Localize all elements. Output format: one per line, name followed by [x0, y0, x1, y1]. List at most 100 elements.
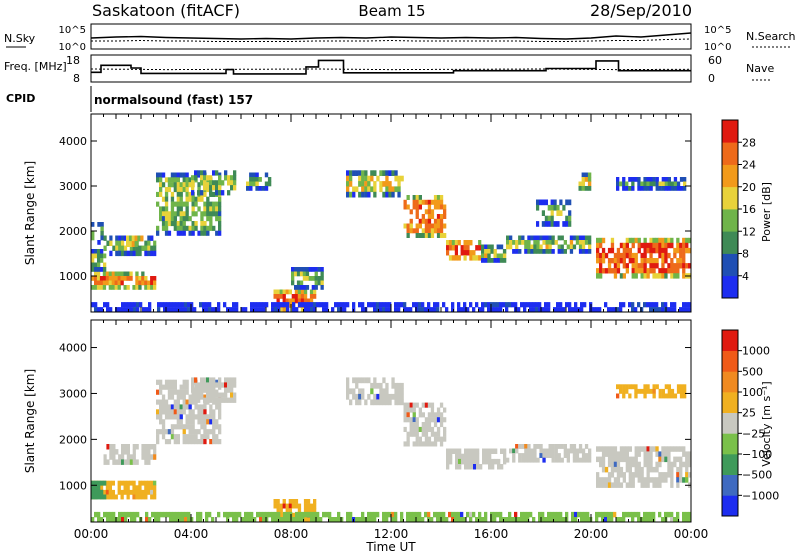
power-cbar-swatch [722, 275, 738, 299]
vel-panel-echo-band [506, 444, 592, 463]
power-panel-echo-band [536, 199, 572, 227]
vel-panel-ytick-label: 3000 [59, 387, 87, 400]
noise-search-series-line [91, 38, 692, 42]
noise-right-tick-bottom: 10^0 [704, 42, 731, 53]
power-colorbar: 4 8 12 16 20 24 28 [721, 119, 756, 299]
time-tick-label: 20:00 [574, 527, 609, 541]
power-panel-echo-band [578, 172, 592, 191]
vel-cbar-swatch [722, 371, 738, 393]
velocity-panel: 1000 2000 3000 4000 Slant Range [km] [23, 319, 692, 523]
power-panel-ytick-label: 4000 [59, 135, 87, 148]
power-panel-echo-band [126, 235, 144, 247]
time-tick-label: 04:00 [174, 527, 209, 541]
vel-cbar-swatch [722, 350, 738, 372]
power-cbar-tick-label: 4 [742, 270, 749, 283]
power-panel-echo-band [506, 235, 592, 254]
vel-cbar-frame [721, 329, 739, 517]
vel-panel-echo-band [403, 402, 447, 447]
velocity-colorbar: 1000 500 100 25 −25 −100 −500 −1000 [721, 329, 779, 517]
vel-cbar-tick-label: 1000 [742, 345, 770, 358]
vel-cbar-swatch [722, 474, 738, 496]
freq-right-tick-top: 60 [708, 54, 722, 67]
vel-panel-echo-band [616, 384, 687, 399]
vel-cbar-tick-label: 25 [742, 407, 756, 420]
power-panel-echo-band [596, 237, 692, 279]
time-axis-title: Time UT [365, 540, 416, 554]
power-cbar-tick-label: 16 [742, 203, 756, 216]
cpid-value: normalsound (fast) 157 [94, 93, 253, 107]
power-cbar-swatch [722, 142, 738, 165]
freq-left-tick-top: 18 [66, 54, 80, 67]
vel-cbar-swatch [722, 412, 738, 434]
vel-cbar-swatch [722, 392, 738, 413]
time-tick-label: 00:00 [674, 527, 709, 541]
noise-left-label: N.Sky [4, 32, 36, 45]
power-panel-ytick-label: 1000 [59, 270, 87, 283]
power-cbar-tick-label: 8 [742, 248, 749, 261]
noise-right-label: N.Search [746, 30, 796, 43]
freq-panel-frame [90, 54, 692, 83]
power-cbar-swatch [722, 231, 738, 254]
power-panel: 1000 2000 3000 4000 Slant Range [km] [23, 113, 692, 313]
power-cbar-swatch [722, 164, 738, 188]
vel-cbar-tick-label: −1000 [742, 489, 779, 502]
vel-cbar-tick-label: −100 [742, 448, 772, 461]
vel-panel-echo-band [156, 379, 222, 445]
time-tick-label: 16:00 [474, 527, 509, 541]
vel-panel-ytick-label: 2000 [59, 433, 87, 446]
freq-left-tick-bottom: 8 [73, 72, 80, 85]
vel-panel-ylabel: Slant Range [km] [23, 369, 37, 473]
vel-cbar-swatch [722, 495, 738, 517]
power-panel-echo-band [446, 240, 482, 261]
freq-series-line [91, 59, 691, 75]
power-cbar-swatch [722, 120, 738, 143]
power-cbar-tick-label: 24 [742, 159, 756, 172]
time-tick-label: 00:00 [74, 527, 109, 541]
power-cbar-tick-label: 20 [742, 181, 756, 194]
vel-cbar-swatch [722, 330, 738, 351]
power-cbar-swatch [722, 209, 738, 232]
station-title: Saskatoon (fitACF) [92, 1, 240, 20]
vel-cbar-swatch [722, 454, 738, 475]
freq-left-label: Freq. [MHz] [4, 60, 67, 73]
velocity-colorbar-label: Velocity [m s⁻¹] [760, 381, 773, 466]
power-panel-echo-band [291, 267, 324, 290]
power-panel-echo-band [91, 249, 107, 272]
vel-panel-echo-band [91, 511, 692, 523]
vel-panel-echo-band [596, 446, 692, 488]
noise-panel-frame [90, 23, 692, 50]
power-cbar-tick-label: 28 [742, 136, 756, 149]
cpid-label: CPID [6, 92, 35, 105]
power-panel-echo-band [246, 172, 272, 191]
power-panel-echo-band [403, 195, 447, 238]
time-tick-label: 12:00 [374, 527, 409, 541]
vel-panel-echo-band [191, 377, 237, 403]
vel-cbar-tick-label: −25 [742, 427, 765, 440]
nave-series-line [90, 68, 692, 71]
noise-sky-series-line [90, 32, 692, 40]
power-panel-echo-band [91, 302, 692, 313]
vel-cbar-tick-label: 500 [742, 365, 763, 378]
power-panel-echo-band [191, 170, 237, 196]
beam-title: Beam 15 [358, 2, 425, 20]
noise-left-tick-top: 10^5 [59, 25, 86, 36]
power-panel-echo-band [346, 170, 404, 198]
power-panel-echo-band [91, 271, 157, 290]
vel-panel-ytick-label: 4000 [59, 342, 87, 355]
power-panel-ytick-label: 3000 [59, 180, 87, 193]
vel-cbar-tick-label: 100 [742, 386, 763, 399]
power-panel-echo-band [481, 244, 507, 263]
noise-right-tick-top: 10^5 [704, 25, 731, 36]
vel-panel-echo-band [346, 377, 404, 406]
noise-left-tick-bottom: 10^0 [59, 42, 86, 53]
freq-right-label: Nave [746, 62, 774, 75]
time-tick-label: 08:00 [274, 527, 309, 541]
vel-cbar-swatch [722, 433, 738, 455]
freq-right-tick-bottom: 0 [708, 72, 715, 85]
vel-panel-echo-band [91, 480, 107, 500]
vel-cbar-tick-label: −500 [742, 469, 772, 482]
power-cbar-swatch [722, 253, 738, 277]
time-axis-ticks: 00:00 04:00 08:00 12:00 16:00 20:00 00:00 [74, 527, 709, 541]
power-panel-ylabel: Slant Range [km] [23, 161, 37, 265]
